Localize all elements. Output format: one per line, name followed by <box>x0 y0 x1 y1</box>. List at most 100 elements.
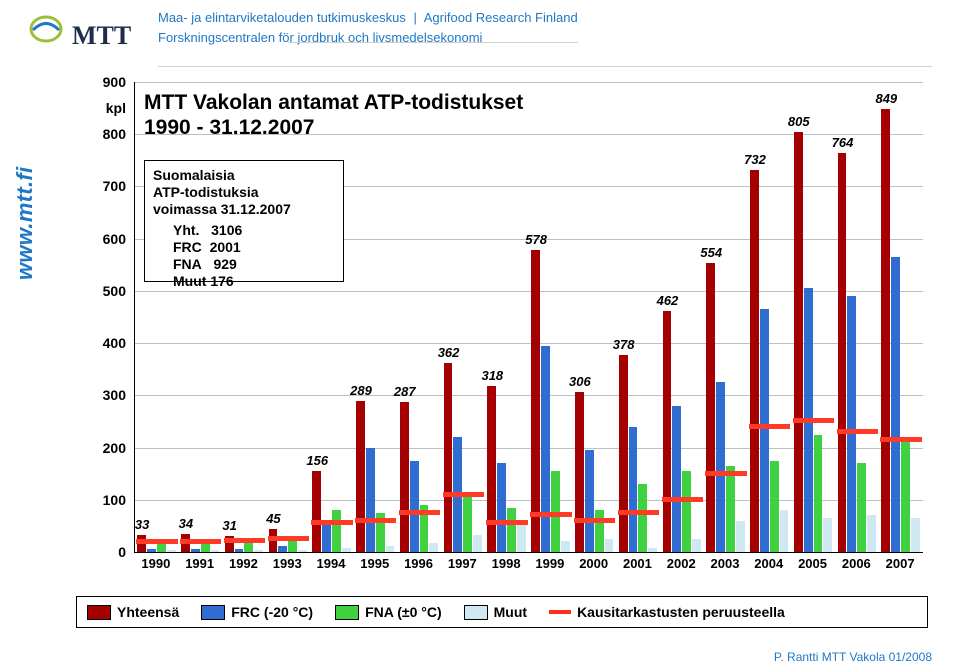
info-muut-v: 176 <box>210 273 233 289</box>
xtick-1996: 1996 <box>403 556 435 571</box>
legend-frc: FRC (-20 °C) <box>201 604 313 620</box>
total-label-2002: 462 <box>657 293 679 308</box>
swatch-kausi-icon <box>549 610 571 614</box>
total-label-2005: 805 <box>788 114 810 129</box>
bar-muut-1992 <box>254 550 263 552</box>
infobox-line3: voimassa 31.12.2007 <box>153 201 335 218</box>
xtick-1994: 1994 <box>315 556 347 571</box>
total-label-1993: 45 <box>266 511 280 526</box>
ytick-600: 600 <box>86 231 126 247</box>
ytick-400: 400 <box>86 335 126 351</box>
xtick-1998: 1998 <box>490 556 522 571</box>
bar-muut-1993 <box>298 550 307 552</box>
xtick-1995: 1995 <box>359 556 391 571</box>
bar-total-2004 <box>750 170 759 552</box>
bar-fna-2004 <box>770 461 779 552</box>
bar-muut-2003 <box>736 521 745 552</box>
bar-total-1999 <box>531 250 540 552</box>
total-label-1994: 156 <box>306 453 328 468</box>
kausi-marker-1993 <box>268 536 309 541</box>
total-label-1995: 289 <box>350 383 372 398</box>
plot-area: 3334314515628928736231857830637846255473… <box>134 82 923 553</box>
bar-total-1998 <box>487 386 496 552</box>
ytick-700: 700 <box>86 178 126 194</box>
xtick-1990: 1990 <box>140 556 172 571</box>
bar-frc-2007 <box>891 257 900 552</box>
total-label-1996: 287 <box>394 384 416 399</box>
header-text: Maa- ja elintarviketalouden tutkimuskesk… <box>158 10 578 46</box>
total-label-2003: 554 <box>700 245 722 260</box>
legend-total-label: Yhteensä <box>117 604 179 620</box>
bar-total-2006 <box>838 153 847 552</box>
footer-credit: P. Rantti MTT Vakola 01/2008 <box>774 650 932 664</box>
bar-frc-2002 <box>672 406 681 552</box>
swatch-frc-icon <box>201 605 225 620</box>
bar-fna-2002 <box>682 471 691 552</box>
total-label-1997: 362 <box>438 345 460 360</box>
swatch-total-icon <box>87 605 111 620</box>
bar-muut-1994 <box>342 548 351 552</box>
total-label-1992: 31 <box>222 518 236 533</box>
bar-frc-2004 <box>760 309 769 552</box>
bar-muut-2002 <box>692 539 701 552</box>
bar-muut-2006 <box>867 515 876 552</box>
kausi-marker-2007 <box>880 437 921 442</box>
swatch-muut-icon <box>464 605 488 620</box>
total-label-2006: 764 <box>832 135 854 150</box>
xtick-1993: 1993 <box>271 556 303 571</box>
xtick-2007: 2007 <box>884 556 916 571</box>
kausi-marker-2006 <box>837 429 878 434</box>
legend-frc-label: FRC (-20 °C) <box>231 604 313 620</box>
bar-muut-2000 <box>605 539 614 552</box>
bar-fna-2007 <box>901 442 910 552</box>
info-fna-k: FNA <box>173 256 202 272</box>
header: MTT Maa- ja elintarviketalouden tutkimus… <box>28 10 932 56</box>
kausi-marker-1997 <box>443 492 484 497</box>
bar-frc-1996 <box>410 461 419 552</box>
xtick-2004: 2004 <box>753 556 785 571</box>
bar-fna-2005 <box>814 435 823 553</box>
bar-fna-2003 <box>726 466 735 552</box>
header-line2: Forskningscentralen för jordbruk och liv… <box>158 30 578 46</box>
kausi-marker-1999 <box>530 512 571 517</box>
bar-fna-1994 <box>332 510 341 552</box>
legend-total: Yhteensä <box>87 604 179 620</box>
bar-fna-2006 <box>857 463 866 552</box>
bar-muut-1997 <box>473 535 482 552</box>
bar-total-2003 <box>706 263 715 552</box>
xtick-1991: 1991 <box>184 556 216 571</box>
kausi-marker-2004 <box>749 424 790 429</box>
header-line1-a: Maa- ja elintarviketalouden tutkimuskesk… <box>158 10 406 25</box>
chart-title: MTT Vakolan antamat ATP-todistukset 1990… <box>144 90 523 140</box>
mtt-logo: MTT <box>28 12 138 54</box>
kausi-marker-2003 <box>705 471 746 476</box>
bar-muut-1991 <box>211 550 220 552</box>
bar-total-1997 <box>444 363 453 552</box>
kausi-marker-2005 <box>793 418 834 423</box>
xtick-1992: 1992 <box>227 556 259 571</box>
bar-muut-2005 <box>823 518 832 552</box>
legend-muut-label: Muut <box>494 604 527 620</box>
bar-frc-1998 <box>497 463 506 552</box>
info-box: Suomalaisia ATP-todistuksia voimassa 31.… <box>144 160 344 282</box>
bar-muut-1998 <box>517 523 526 552</box>
bar-frc-2001 <box>629 427 638 552</box>
bar-frc-2000 <box>585 450 594 552</box>
bar-total-2001 <box>619 355 628 552</box>
y-unit: kpl <box>86 100 126 116</box>
legend-muut: Muut <box>464 604 527 620</box>
total-label-2001: 378 <box>613 337 635 352</box>
xtick-1997: 1997 <box>446 556 478 571</box>
bar-muut-1995 <box>386 546 395 552</box>
ytick-800: 800 <box>86 126 126 142</box>
legend: Yhteensä FRC (-20 °C) FNA (±0 °C) Muut K… <box>76 596 928 628</box>
bar-frc-1990 <box>147 549 156 552</box>
bar-fna-2000 <box>595 510 604 552</box>
header-separator: | <box>413 10 416 25</box>
bar-total-2005 <box>794 132 803 552</box>
kausi-marker-2001 <box>618 510 659 515</box>
bar-fna-1998 <box>507 508 516 552</box>
infobox-line1: Suomalaisia <box>153 167 335 184</box>
kausi-marker-1990 <box>136 539 177 544</box>
total-label-2007: 849 <box>875 91 897 106</box>
